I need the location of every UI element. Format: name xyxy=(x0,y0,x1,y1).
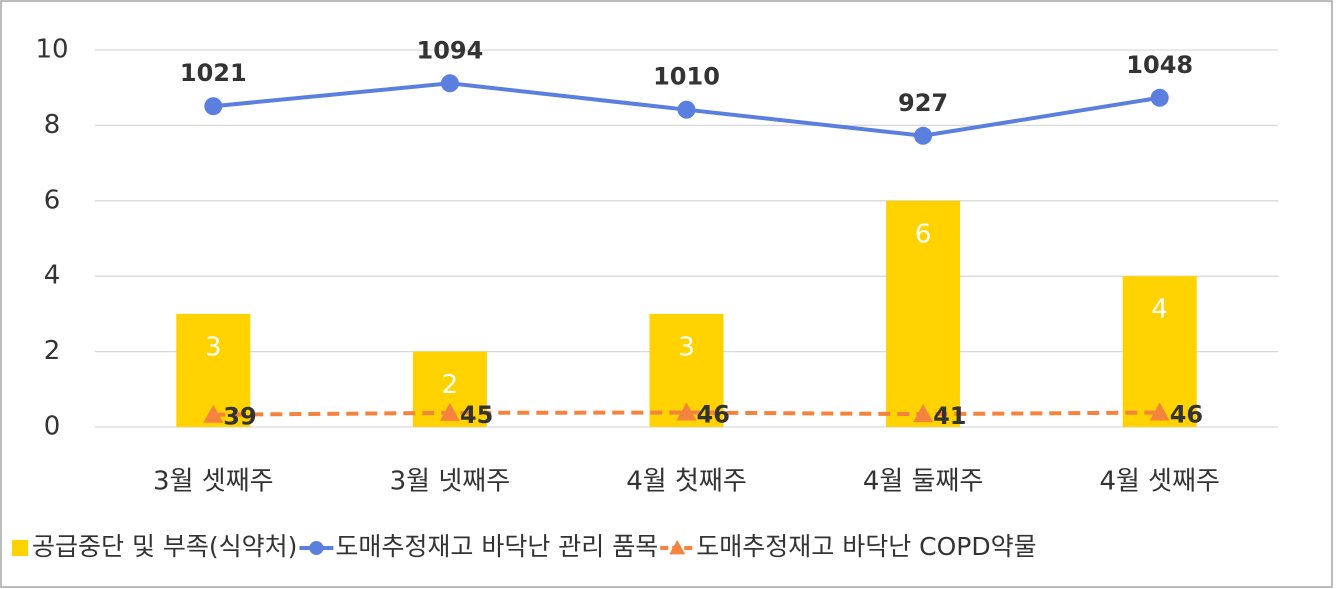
bar-value-label: 3 xyxy=(678,332,695,362)
x-tick-label: 4월 셋째주 xyxy=(1099,467,1220,497)
line-value-label: 41 xyxy=(933,402,966,430)
line-marker xyxy=(1150,88,1169,107)
line xyxy=(213,410,1160,417)
line-marker xyxy=(1149,402,1170,421)
bar-value-label: 2 xyxy=(442,370,459,400)
y-tick-label: 4 xyxy=(44,261,61,291)
x-tick-label: 3월 셋째주 xyxy=(153,467,274,497)
line-marker xyxy=(439,402,460,421)
y-tick-label: 8 xyxy=(44,110,61,140)
legend-marker xyxy=(309,541,324,555)
line-value-label: 45 xyxy=(460,401,493,429)
legend-label: 도매추정재고 바닥난 COPD약물 xyxy=(696,532,1036,561)
line-value-label: 46 xyxy=(697,401,730,429)
line-marker xyxy=(914,126,933,145)
y-tick-label: 0 xyxy=(44,412,61,442)
legend-swatch xyxy=(12,540,28,556)
bar xyxy=(886,200,961,427)
bar-value-label: 6 xyxy=(915,219,932,249)
line-value-label: 1010 xyxy=(653,63,720,91)
legend-marker xyxy=(669,540,686,555)
line-value-label: 1094 xyxy=(417,36,484,64)
line-marker xyxy=(440,74,459,93)
legend-label: 도매추정재고 바닥난 관리 품목 xyxy=(335,532,658,561)
line-value-label: 39 xyxy=(223,403,256,431)
line-value-label: 1048 xyxy=(1126,51,1193,79)
line-marker xyxy=(913,404,934,423)
x-tick-label: 4월 둘째주 xyxy=(863,467,984,497)
bar-value-label: 4 xyxy=(1151,295,1168,325)
bar-value-label: 3 xyxy=(205,332,222,362)
line-value-label: 1021 xyxy=(180,59,247,87)
y-tick-label: 6 xyxy=(44,185,61,215)
bar xyxy=(1122,276,1197,427)
line-value-label: 927 xyxy=(898,89,948,117)
line-marker xyxy=(677,100,696,119)
y-tick-label: 2 xyxy=(44,336,61,366)
line-value-label: 46 xyxy=(1170,401,1203,429)
y-tick-label: 10 xyxy=(35,35,68,65)
legend-label: 공급중단 및 부족(식약처) xyxy=(32,532,297,561)
line-marker xyxy=(204,97,223,116)
line-marker xyxy=(676,402,697,421)
x-tick-label: 4월 첫째주 xyxy=(626,467,747,497)
line-marker xyxy=(203,404,224,423)
x-tick-label: 3월 넷째주 xyxy=(390,467,511,497)
